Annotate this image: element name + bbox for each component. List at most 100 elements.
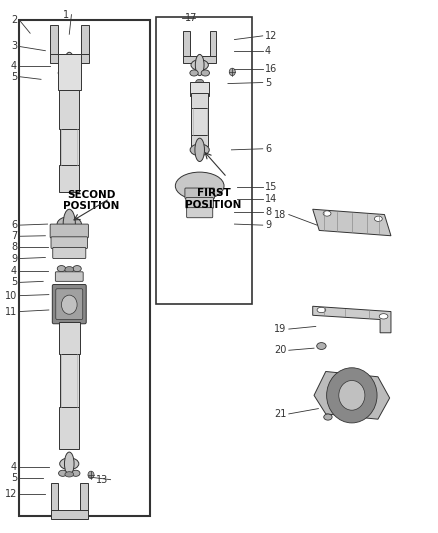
Text: 4: 4 xyxy=(11,61,17,71)
Text: 10: 10 xyxy=(5,290,17,301)
FancyBboxPatch shape xyxy=(56,289,83,319)
Polygon shape xyxy=(313,209,391,236)
FancyBboxPatch shape xyxy=(186,198,214,208)
Ellipse shape xyxy=(190,70,198,76)
FancyBboxPatch shape xyxy=(60,128,79,165)
FancyBboxPatch shape xyxy=(191,135,208,146)
Ellipse shape xyxy=(57,216,81,231)
Ellipse shape xyxy=(195,54,204,76)
Text: 13: 13 xyxy=(96,475,108,484)
Text: 4: 4 xyxy=(11,266,17,276)
FancyBboxPatch shape xyxy=(210,31,216,56)
FancyBboxPatch shape xyxy=(59,165,79,192)
Ellipse shape xyxy=(190,144,209,156)
Ellipse shape xyxy=(57,265,66,272)
Ellipse shape xyxy=(317,343,326,350)
Text: 3: 3 xyxy=(11,42,17,52)
Ellipse shape xyxy=(64,452,74,475)
Text: 11: 11 xyxy=(5,306,17,317)
Text: 2: 2 xyxy=(11,15,17,25)
FancyBboxPatch shape xyxy=(55,272,83,281)
Ellipse shape xyxy=(72,70,81,76)
FancyBboxPatch shape xyxy=(191,109,208,135)
FancyBboxPatch shape xyxy=(59,91,79,128)
Text: 17: 17 xyxy=(184,13,197,23)
Text: 9: 9 xyxy=(265,220,271,230)
FancyBboxPatch shape xyxy=(183,56,216,63)
Ellipse shape xyxy=(327,368,377,423)
Ellipse shape xyxy=(195,138,205,161)
FancyBboxPatch shape xyxy=(52,285,86,324)
Text: 8: 8 xyxy=(11,242,17,252)
FancyBboxPatch shape xyxy=(190,82,209,96)
Text: 14: 14 xyxy=(265,194,277,204)
FancyBboxPatch shape xyxy=(53,247,86,259)
Ellipse shape xyxy=(73,265,81,272)
Ellipse shape xyxy=(65,71,74,77)
Ellipse shape xyxy=(59,470,67,477)
Ellipse shape xyxy=(88,471,94,479)
Ellipse shape xyxy=(191,60,208,70)
Ellipse shape xyxy=(59,59,80,71)
FancyBboxPatch shape xyxy=(49,25,57,54)
Ellipse shape xyxy=(63,209,75,239)
FancyBboxPatch shape xyxy=(57,54,81,91)
FancyBboxPatch shape xyxy=(51,483,58,511)
Ellipse shape xyxy=(196,79,204,85)
Ellipse shape xyxy=(65,472,74,477)
Text: 9: 9 xyxy=(11,254,17,263)
Text: 4: 4 xyxy=(265,46,271,56)
Text: 12: 12 xyxy=(5,489,17,499)
Ellipse shape xyxy=(317,308,326,313)
Text: FIRST
POSITION: FIRST POSITION xyxy=(185,188,242,209)
Text: 8: 8 xyxy=(265,207,271,217)
Ellipse shape xyxy=(65,266,74,273)
FancyBboxPatch shape xyxy=(59,322,80,354)
Ellipse shape xyxy=(53,285,85,306)
Text: 18: 18 xyxy=(274,209,286,220)
Polygon shape xyxy=(314,372,390,419)
Ellipse shape xyxy=(58,70,67,76)
Text: 12: 12 xyxy=(265,31,277,41)
Text: 21: 21 xyxy=(274,409,286,419)
Text: 19: 19 xyxy=(274,324,286,334)
Ellipse shape xyxy=(60,458,79,470)
FancyBboxPatch shape xyxy=(60,354,79,407)
Ellipse shape xyxy=(324,414,332,420)
Polygon shape xyxy=(313,306,391,333)
Text: 1: 1 xyxy=(63,10,69,20)
Text: 16: 16 xyxy=(265,64,277,74)
Text: 15: 15 xyxy=(265,182,277,192)
Ellipse shape xyxy=(379,314,388,319)
FancyBboxPatch shape xyxy=(59,407,79,449)
FancyBboxPatch shape xyxy=(81,483,88,511)
FancyBboxPatch shape xyxy=(50,224,88,238)
FancyBboxPatch shape xyxy=(81,25,89,54)
Ellipse shape xyxy=(339,381,365,410)
Text: 6: 6 xyxy=(11,220,17,230)
Text: 5: 5 xyxy=(265,77,271,87)
Ellipse shape xyxy=(229,68,235,76)
Ellipse shape xyxy=(175,172,224,200)
Text: SECOND
POSITION: SECOND POSITION xyxy=(63,190,119,211)
Text: 5: 5 xyxy=(11,277,17,287)
Text: 4: 4 xyxy=(11,462,17,472)
Text: 6: 6 xyxy=(265,144,271,154)
FancyBboxPatch shape xyxy=(191,93,208,109)
Ellipse shape xyxy=(201,70,209,76)
Text: 20: 20 xyxy=(274,345,286,356)
Ellipse shape xyxy=(374,216,382,221)
FancyBboxPatch shape xyxy=(183,31,190,56)
Text: 7: 7 xyxy=(11,231,17,241)
Text: 5: 5 xyxy=(11,71,17,82)
Ellipse shape xyxy=(64,52,74,78)
Ellipse shape xyxy=(72,470,80,477)
FancyBboxPatch shape xyxy=(51,237,88,248)
Text: 5: 5 xyxy=(11,473,17,482)
FancyBboxPatch shape xyxy=(51,511,88,519)
Ellipse shape xyxy=(61,295,77,314)
FancyBboxPatch shape xyxy=(187,208,213,217)
FancyBboxPatch shape xyxy=(49,54,89,63)
FancyBboxPatch shape xyxy=(185,188,215,199)
Ellipse shape xyxy=(323,211,331,216)
